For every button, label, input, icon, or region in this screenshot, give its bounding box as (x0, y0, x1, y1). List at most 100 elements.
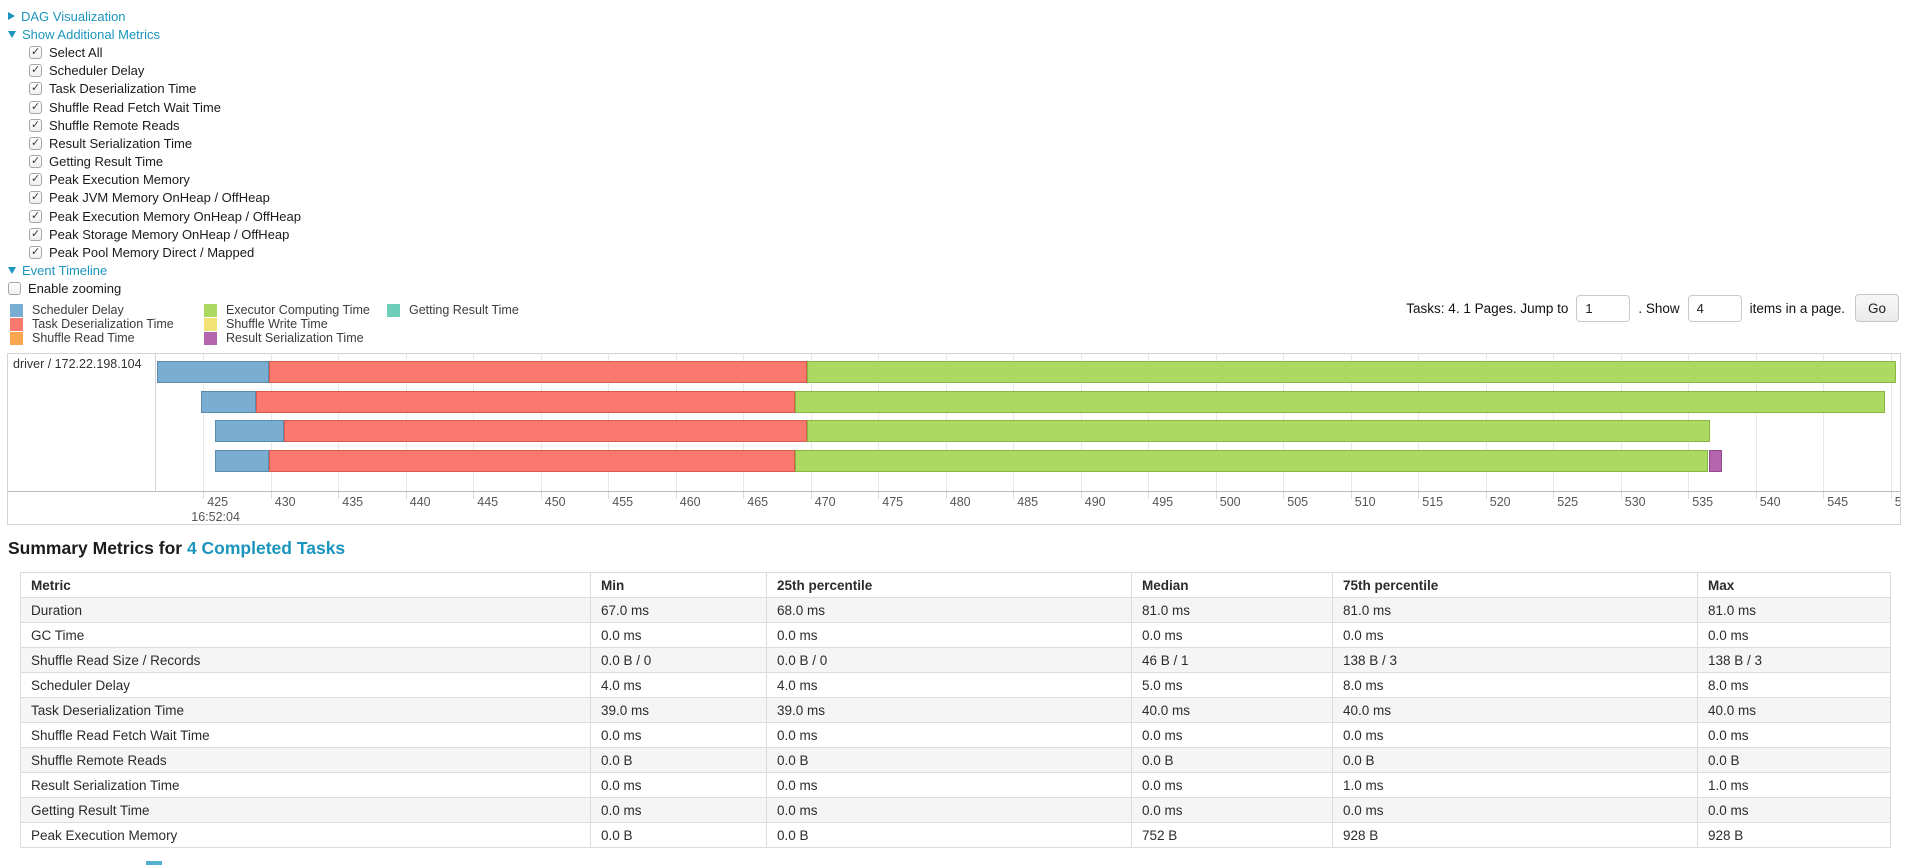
axis-tick-label: 455 (612, 495, 634, 509)
dag-visualization-link[interactable]: DAG Visualization (21, 8, 126, 24)
axis-tick-label: 540 (1759, 495, 1781, 509)
metric-checkbox-label: Peak JVM Memory OnHeap / OffHeap (49, 190, 270, 206)
task-bar-segment-scheduler_delay[interactable] (157, 361, 270, 383)
axis-tick-label: 475 (882, 495, 904, 509)
task-bar-segment-executor_computing[interactable] (806, 420, 1710, 442)
event-timeline-chart[interactable]: driver / 172.22.198.104 425 16:52:04 430 43… (7, 353, 1901, 525)
table-cell: 39.0 ms (766, 697, 1132, 723)
task-pagination: Tasks: 4. 1 Pages. Jump to . Show items … (1406, 294, 1899, 322)
legend-item-getting_result: Getting Result Time (387, 303, 587, 317)
task-bar-segment-scheduler_delay[interactable] (200, 390, 256, 413)
show-text: . Show (1638, 300, 1680, 316)
axis-tick (1553, 492, 1555, 499)
axis-tick-label: 425 (207, 495, 229, 509)
table-cell: 40.0 ms (1697, 697, 1891, 723)
table-cell: 0.0 B (1131, 747, 1333, 773)
legend-label: Result Serialization Time (226, 331, 364, 346)
metric-checkbox[interactable] (29, 245, 42, 260)
go-button[interactable]: Go (1854, 294, 1899, 322)
metric-checkbox-row: Peak Pool Memory Direct / Mapped (29, 243, 301, 261)
section-dag-visualization[interactable]: DAG Visualization (8, 7, 301, 25)
section-event-timeline[interactable]: Event Timeline (8, 262, 301, 280)
axis-tick-label: 470 (814, 495, 836, 509)
metric-checkbox-row: Peak Execution Memory (29, 171, 301, 189)
executor-group-label: driver / 172.22.198.104 (13, 357, 142, 371)
axis-tick (1080, 492, 1082, 499)
axis-tick-label: 460 (679, 495, 701, 509)
metric-checkbox[interactable] (29, 172, 42, 187)
task-bar-segment-scheduler_delay[interactable] (215, 449, 270, 472)
chevron-right-icon (8, 12, 15, 21)
axis-tick (1148, 492, 1150, 499)
metric-checkbox[interactable] (29, 209, 42, 223)
completed-tasks-link[interactable]: 4 Completed Tasks (186, 538, 346, 558)
metric-checkbox[interactable] (29, 154, 42, 169)
jump-to-page-input[interactable] (1576, 294, 1631, 322)
executor_computing-swatch-icon (204, 303, 217, 317)
getting_result-swatch-icon (387, 303, 400, 317)
summary-metrics-table: Metric Min 25th percentile Median 75th perce… (20, 572, 1891, 848)
metric-checkbox[interactable] (29, 81, 42, 96)
metric-checkbox-label: Shuffle Remote Reads (49, 117, 180, 133)
task-bar-segment-task_deserialization[interactable] (255, 390, 795, 413)
timeline-group-column: driver / 172.22.198.104 (8, 354, 156, 491)
axis-tick (1688, 492, 1690, 499)
table-cell: GC Time (20, 622, 591, 648)
axis-tick (1350, 492, 1352, 499)
metric-checkbox[interactable] (29, 227, 42, 241)
axis-tick-label: 480 (949, 495, 971, 509)
metric-checkbox[interactable] (29, 63, 42, 78)
table-cell: 68.0 ms (766, 597, 1132, 623)
axis-tick (405, 492, 407, 499)
metric-checkbox[interactable] (29, 118, 42, 132)
metric-checkbox[interactable] (29, 136, 42, 150)
table-cell: 0.0 B / 0 (590, 647, 767, 673)
legend-item-shuffle_read: Shuffle Read Time (10, 331, 204, 345)
column-header: 75th percentile (1332, 572, 1698, 598)
table-cell: 0.0 B / 0 (766, 647, 1132, 673)
task-bar-segment-task_deserialization[interactable] (269, 361, 807, 383)
task_deserialization-swatch-icon (10, 317, 23, 331)
task-bar-segment-task_deserialization[interactable] (269, 449, 795, 472)
axis-tick (1620, 492, 1622, 499)
metric-checkbox[interactable] (29, 100, 42, 114)
table-row: Peak Execution Memory 0.0 B 0.0 B 752 B 928 … (20, 822, 1891, 848)
task-bar-segment-task_deserialization[interactable] (284, 420, 807, 442)
task-bar-segment-executor_computing[interactable] (794, 449, 1709, 472)
event-timeline-link[interactable]: Event Timeline (22, 263, 108, 279)
axis-tick (1013, 492, 1015, 499)
section-show-additional-metrics[interactable]: Show Additional Metrics (8, 25, 301, 43)
table-cell: 0.0 ms (1332, 622, 1698, 648)
axis-tick-label: 430 (274, 495, 296, 509)
items-per-page-input[interactable] (1687, 294, 1742, 322)
show-additional-metrics-link[interactable]: Show Additional Metrics (22, 26, 161, 42)
legend-column: Executor Computing Time Shuffle Write Tim… (204, 303, 387, 346)
table-cell: 928 B (1697, 822, 1891, 848)
metric-checkbox-row: Result Serialization Time (29, 134, 301, 152)
table-cell: Scheduler Delay (20, 672, 591, 698)
metric-checkbox[interactable] (29, 190, 42, 205)
metric-checkbox-row: Shuffle Remote Reads (29, 116, 301, 134)
legend-item-shuffle_write: Shuffle Write Time (204, 317, 387, 331)
axis-tick-label: 550 (1895, 495, 1900, 509)
legend-item-result_serialization: Result Serialization Time (204, 331, 387, 345)
table-cell: 81.0 ms (1131, 597, 1333, 623)
table-cell: Peak Execution Memory (20, 822, 591, 848)
metric-checkbox-label: Peak Execution Memory OnHeap / OffHeap (49, 208, 301, 224)
axis-tick (810, 492, 812, 499)
task-bar-segment-executor_computing[interactable] (794, 390, 1886, 413)
axis-gridline (1823, 354, 1825, 491)
table-body: Duration 67.0 ms 68.0 ms 81.0 ms 81.0 ms 81.0… (20, 597, 1891, 848)
task-bar-segment-scheduler_delay[interactable] (215, 420, 285, 442)
table-row: Scheduler Delay 4.0 ms 4.0 ms 5.0 ms 8.0 ms 8… (20, 672, 1891, 698)
axis-tick (1283, 492, 1285, 499)
metric-checkbox[interactable] (29, 45, 42, 59)
axis-tick-label: 515 (1422, 495, 1444, 509)
column-header: Metric (20, 572, 591, 598)
metric-checkbox-label: Peak Storage Memory OnHeap / OffHeap (49, 226, 290, 242)
legend-column: Getting Result Time (387, 303, 587, 346)
task-bar-segment-executor_computing[interactable] (806, 361, 1897, 383)
enable-zooming-checkbox[interactable] (8, 282, 21, 296)
task-bar-segment-result_serialization[interactable] (1708, 449, 1722, 472)
table-cell: 752 B (1131, 822, 1333, 848)
